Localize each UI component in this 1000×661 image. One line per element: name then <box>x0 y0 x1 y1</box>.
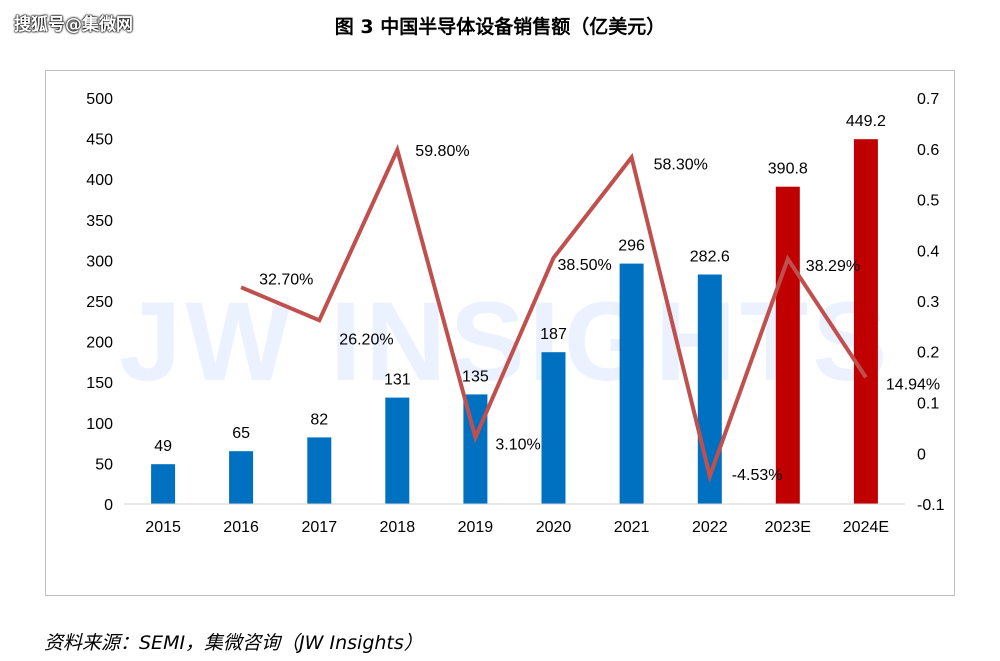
bar-2023E <box>775 186 800 504</box>
right-y-tick-label: 0.4 <box>917 243 939 260</box>
chart-frame <box>45 70 955 596</box>
bar-2024E <box>853 139 878 504</box>
bar-value-label: 282.6 <box>690 249 730 266</box>
left-y-tick-label: 500 <box>86 91 113 108</box>
bar-2017 <box>307 437 332 504</box>
bar-2020 <box>541 352 566 504</box>
left-y-tick-label: 200 <box>86 335 113 352</box>
x-tick-label: 2021 <box>614 519 650 536</box>
right-y-tick-label: 0.7 <box>917 91 939 108</box>
right-y-tick-label: -0.1 <box>917 497 945 514</box>
bar-value-label: 49 <box>154 438 172 455</box>
bar-value-label: 131 <box>384 372 411 389</box>
right-y-tick-label: 0.3 <box>917 294 939 311</box>
growth-rate-label: -4.53% <box>732 467 783 484</box>
bar-2018 <box>385 397 410 504</box>
right-y-tick-label: 0.1 <box>917 396 939 413</box>
left-y-tick-label: 250 <box>86 294 113 311</box>
bar-2015 <box>151 464 176 504</box>
left-y-tick-label: 300 <box>86 253 113 270</box>
x-tick-label: 2016 <box>223 519 259 536</box>
growth-rate-label: 38.29% <box>806 258 860 275</box>
bar-value-label: 296 <box>618 238 645 255</box>
right-y-tick-label: 0.2 <box>917 345 939 362</box>
left-y-tick-label: 450 <box>86 132 113 149</box>
right-y-tick-label: 0.5 <box>917 193 939 210</box>
left-y-tick-label: 150 <box>86 375 113 392</box>
growth-rate-label: 3.10% <box>495 437 540 454</box>
bar-2021 <box>619 263 644 504</box>
bar-value-label: 82 <box>310 411 328 428</box>
figure-title: 图 3 中国半导体设备销售额（亿美元） <box>334 16 666 38</box>
bar-value-label: 390.8 <box>768 161 808 178</box>
right-y-tick-label: 0.6 <box>917 142 939 159</box>
x-tick-label: 2024E <box>843 519 889 536</box>
x-tick-label: 2018 <box>380 519 416 536</box>
x-tick-label: 2019 <box>458 519 494 536</box>
left-y-tick-label: 350 <box>86 213 113 230</box>
growth-rate-label: 59.80% <box>415 143 469 160</box>
growth-rate-label: 38.50% <box>558 257 612 274</box>
growth-rate-label: 26.20% <box>339 331 393 348</box>
bar-2022 <box>697 274 722 504</box>
bar-2016 <box>229 451 254 504</box>
growth-rate-label: 14.94% <box>886 376 940 393</box>
bar-value-label: 449.2 <box>846 113 886 130</box>
x-tick-label: 2017 <box>302 519 338 536</box>
growth-rate-label: 32.70% <box>259 271 313 288</box>
x-tick-label: 2022 <box>692 519 728 536</box>
left-y-tick-label: 0 <box>104 497 113 514</box>
right-y-tick-label: 0 <box>917 446 926 463</box>
bar-value-label: 135 <box>462 368 489 385</box>
x-tick-label: 2015 <box>145 519 181 536</box>
source-watermark: 搜狐号@集微网 <box>14 15 133 35</box>
growth-rate-line <box>240 143 868 484</box>
left-y-tick-label: 100 <box>86 416 113 433</box>
bar-value-label: 65 <box>232 425 250 442</box>
left-y-tick-label: 50 <box>95 456 113 473</box>
left-y-tick-label: 400 <box>86 172 113 189</box>
data-source-note: 资料来源：SEMI，集微咨询（JW Insights） <box>44 632 423 654</box>
x-tick-label: 2020 <box>536 519 572 536</box>
bar-value-label: 187 <box>540 326 567 343</box>
x-tick-label: 2023E <box>765 519 811 536</box>
growth-rate-label: 58.30% <box>654 156 708 173</box>
